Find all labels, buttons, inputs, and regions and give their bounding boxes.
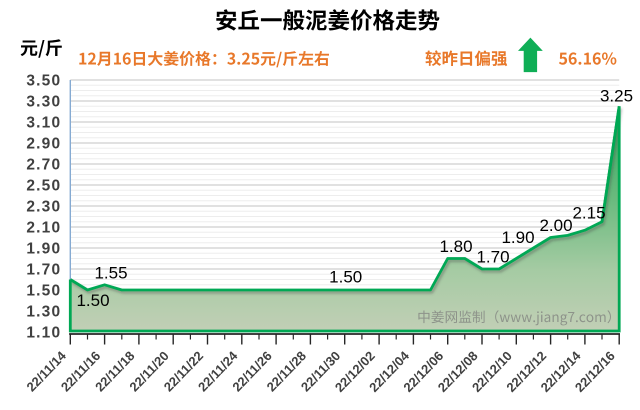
- svg-text:2.70: 2.70: [26, 156, 61, 173]
- svg-text:1.50: 1.50: [329, 268, 362, 287]
- svg-text:1.10: 1.10: [26, 324, 61, 341]
- svg-text:2.00: 2.00: [539, 216, 572, 235]
- svg-text:1.80: 1.80: [439, 237, 472, 256]
- svg-text:1.90: 1.90: [26, 240, 61, 257]
- svg-text:1.70: 1.70: [476, 248, 509, 267]
- svg-text:3.10: 3.10: [26, 114, 61, 131]
- svg-text:2.50: 2.50: [26, 177, 61, 194]
- svg-text:2.30: 2.30: [26, 198, 61, 215]
- svg-text:1.55: 1.55: [94, 264, 127, 283]
- svg-text:3.25: 3.25: [600, 87, 633, 106]
- svg-text:1.70: 1.70: [26, 261, 61, 278]
- svg-text:2.10: 2.10: [26, 219, 61, 236]
- svg-text:2.15: 2.15: [572, 204, 605, 223]
- svg-text:2.90: 2.90: [26, 135, 61, 152]
- svg-text:1.50: 1.50: [76, 291, 109, 310]
- svg-text:1.50: 1.50: [26, 282, 61, 299]
- svg-text:3.30: 3.30: [26, 93, 61, 110]
- svg-text:3.50: 3.50: [26, 72, 61, 89]
- svg-text:1.30: 1.30: [26, 303, 61, 320]
- svg-text:1.90: 1.90: [501, 228, 534, 247]
